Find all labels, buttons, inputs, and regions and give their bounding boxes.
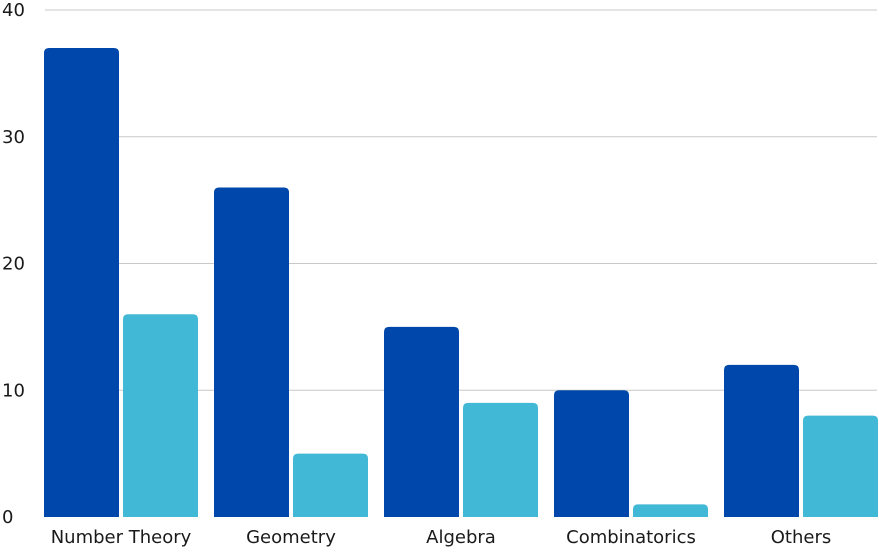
bar-series-1-others: [724, 364, 799, 517]
bar-series-2-others: [803, 415, 878, 517]
bar-series-2-algebra: [463, 402, 538, 517]
y-tick-label: 30: [2, 127, 25, 148]
y-tick-label: 10: [2, 380, 25, 401]
bar-series-2-geometry: [293, 453, 368, 517]
x-category-label: Number Theory: [51, 527, 192, 548]
bar-series-2-combinatorics: [633, 504, 708, 517]
x-axis-category-labels: Number Theory Geometry Algebra Combinatoric…: [51, 527, 832, 548]
y-axis-tick-labels: 0 10 20 30 40: [2, 0, 25, 528]
x-category-label: Others: [771, 527, 832, 548]
bar-series-1-combinatorics: [554, 390, 629, 517]
y-tick-label: 20: [2, 254, 25, 275]
bar-series-1-number-theory: [44, 48, 119, 518]
x-category-label: Geometry: [246, 527, 336, 548]
bars: [44, 48, 878, 518]
x-category-label: Algebra: [426, 527, 496, 548]
bar-series-1-algebra: [384, 326, 459, 517]
x-category-label: Combinatorics: [566, 527, 696, 548]
bar-series-1-geometry: [214, 187, 289, 517]
bar-series-2-number-theory: [123, 314, 198, 517]
y-tick-label: 0: [2, 507, 13, 528]
y-tick-label: 40: [2, 0, 25, 21]
